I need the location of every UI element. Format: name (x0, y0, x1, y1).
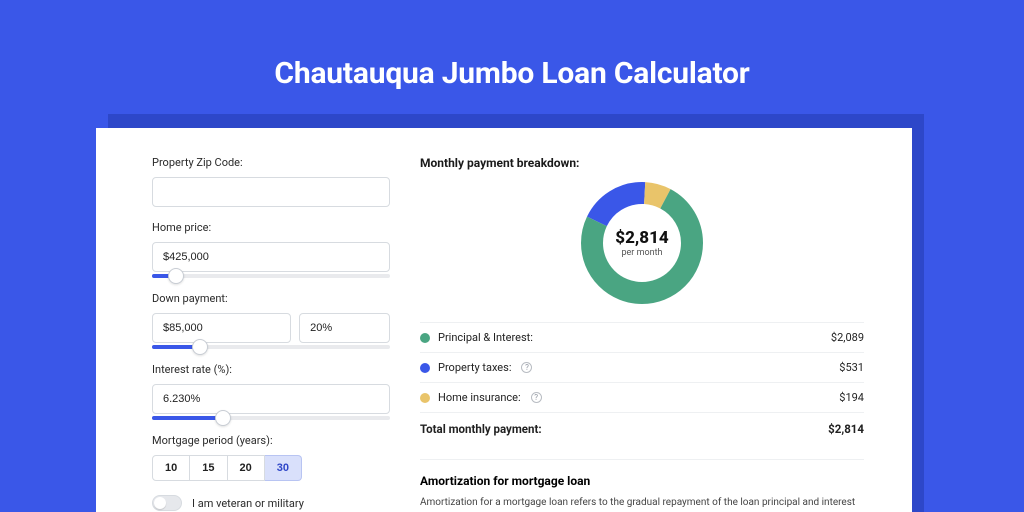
mortgage-period-option-10[interactable]: 10 (152, 455, 190, 481)
home-price-label: Home price: (152, 221, 390, 234)
amortization-text: Amortization for a mortgage loan refers … (420, 496, 864, 512)
mortgage-period-option-30[interactable]: 30 (265, 455, 302, 481)
interest-rate-slider-thumb[interactable] (215, 410, 231, 426)
veteran-toggle[interactable] (152, 495, 182, 511)
legend-dot (420, 363, 430, 373)
down-payment-label: Down payment: (152, 292, 390, 305)
breakdown-row: Principal & Interest: $2,089 (420, 322, 864, 352)
interest-rate-label: Interest rate (%): (152, 363, 390, 376)
mortgage-period-label: Mortgage period (years): (152, 434, 390, 447)
breakdown-title: Monthly payment breakdown: (420, 156, 864, 170)
donut-sublabel: per month (621, 248, 662, 258)
home-price-block: Home price: (152, 221, 390, 278)
page-title: Chautauqua Jumbo Loan Calculator (0, 0, 1024, 91)
zip-field-block: Property Zip Code: (152, 156, 390, 207)
breakdown-list: Principal & Interest: $2,089 Property taxe… (420, 322, 864, 412)
mortgage-period-block: Mortgage period (years): 10152030 (152, 434, 390, 481)
donut-chart: $2,814 per month (577, 178, 707, 308)
down-payment-percent-input[interactable] (299, 313, 390, 343)
breakdown-total-row: Total monthly payment: $2,814 (420, 412, 864, 445)
zip-input[interactable] (152, 177, 390, 207)
veteran-toggle-knob (154, 497, 166, 509)
home-price-input[interactable] (152, 242, 390, 272)
down-payment-slider[interactable] (152, 345, 390, 349)
page-background: Chautauqua Jumbo Loan Calculator Propert… (0, 0, 1024, 512)
breakdown-item-value: $2,089 (831, 331, 864, 344)
zip-label: Property Zip Code: (152, 156, 390, 169)
legend-dot (420, 333, 430, 343)
breakdown-column: Monthly payment breakdown: $2,814 per mo… (410, 128, 912, 512)
legend-dot (420, 393, 430, 403)
breakdown-item-label: Property taxes: (438, 361, 511, 374)
mortgage-period-option-15[interactable]: 15 (190, 455, 227, 481)
interest-rate-input[interactable] (152, 384, 390, 414)
down-payment-block: Down payment: (152, 292, 390, 349)
amortization-title: Amortization for mortgage loan (420, 459, 864, 488)
interest-rate-slider[interactable] (152, 416, 390, 420)
breakdown-total-label: Total monthly payment: (420, 422, 542, 436)
breakdown-row: Property taxes:? $531 (420, 352, 864, 382)
breakdown-total-value: $2,814 (828, 422, 864, 436)
breakdown-item-label: Home insurance: (438, 391, 521, 404)
donut-chart-wrap: $2,814 per month (420, 174, 864, 322)
home-price-slider-thumb[interactable] (168, 268, 184, 284)
interest-rate-block: Interest rate (%): (152, 363, 390, 420)
veteran-toggle-label: I am veteran or military (192, 497, 304, 510)
breakdown-row: Home insurance:? $194 (420, 382, 864, 412)
form-column: Property Zip Code: Home price: Down paym… (96, 128, 410, 512)
donut-amount: $2,814 (615, 228, 668, 248)
mortgage-period-options: 10152030 (152, 455, 390, 481)
home-price-slider[interactable] (152, 274, 390, 278)
mortgage-period-option-20[interactable]: 20 (228, 455, 265, 481)
down-payment-slider-thumb[interactable] (192, 339, 208, 355)
veteran-toggle-row: I am veteran or military (152, 495, 390, 511)
down-payment-amount-input[interactable] (152, 313, 291, 343)
breakdown-item-value: $194 (839, 391, 864, 404)
info-icon[interactable]: ? (521, 362, 532, 373)
breakdown-item-label: Principal & Interest: (438, 331, 533, 344)
info-icon[interactable]: ? (531, 392, 542, 403)
breakdown-item-value: $531 (839, 361, 864, 374)
calculator-card: Property Zip Code: Home price: Down paym… (96, 128, 912, 512)
